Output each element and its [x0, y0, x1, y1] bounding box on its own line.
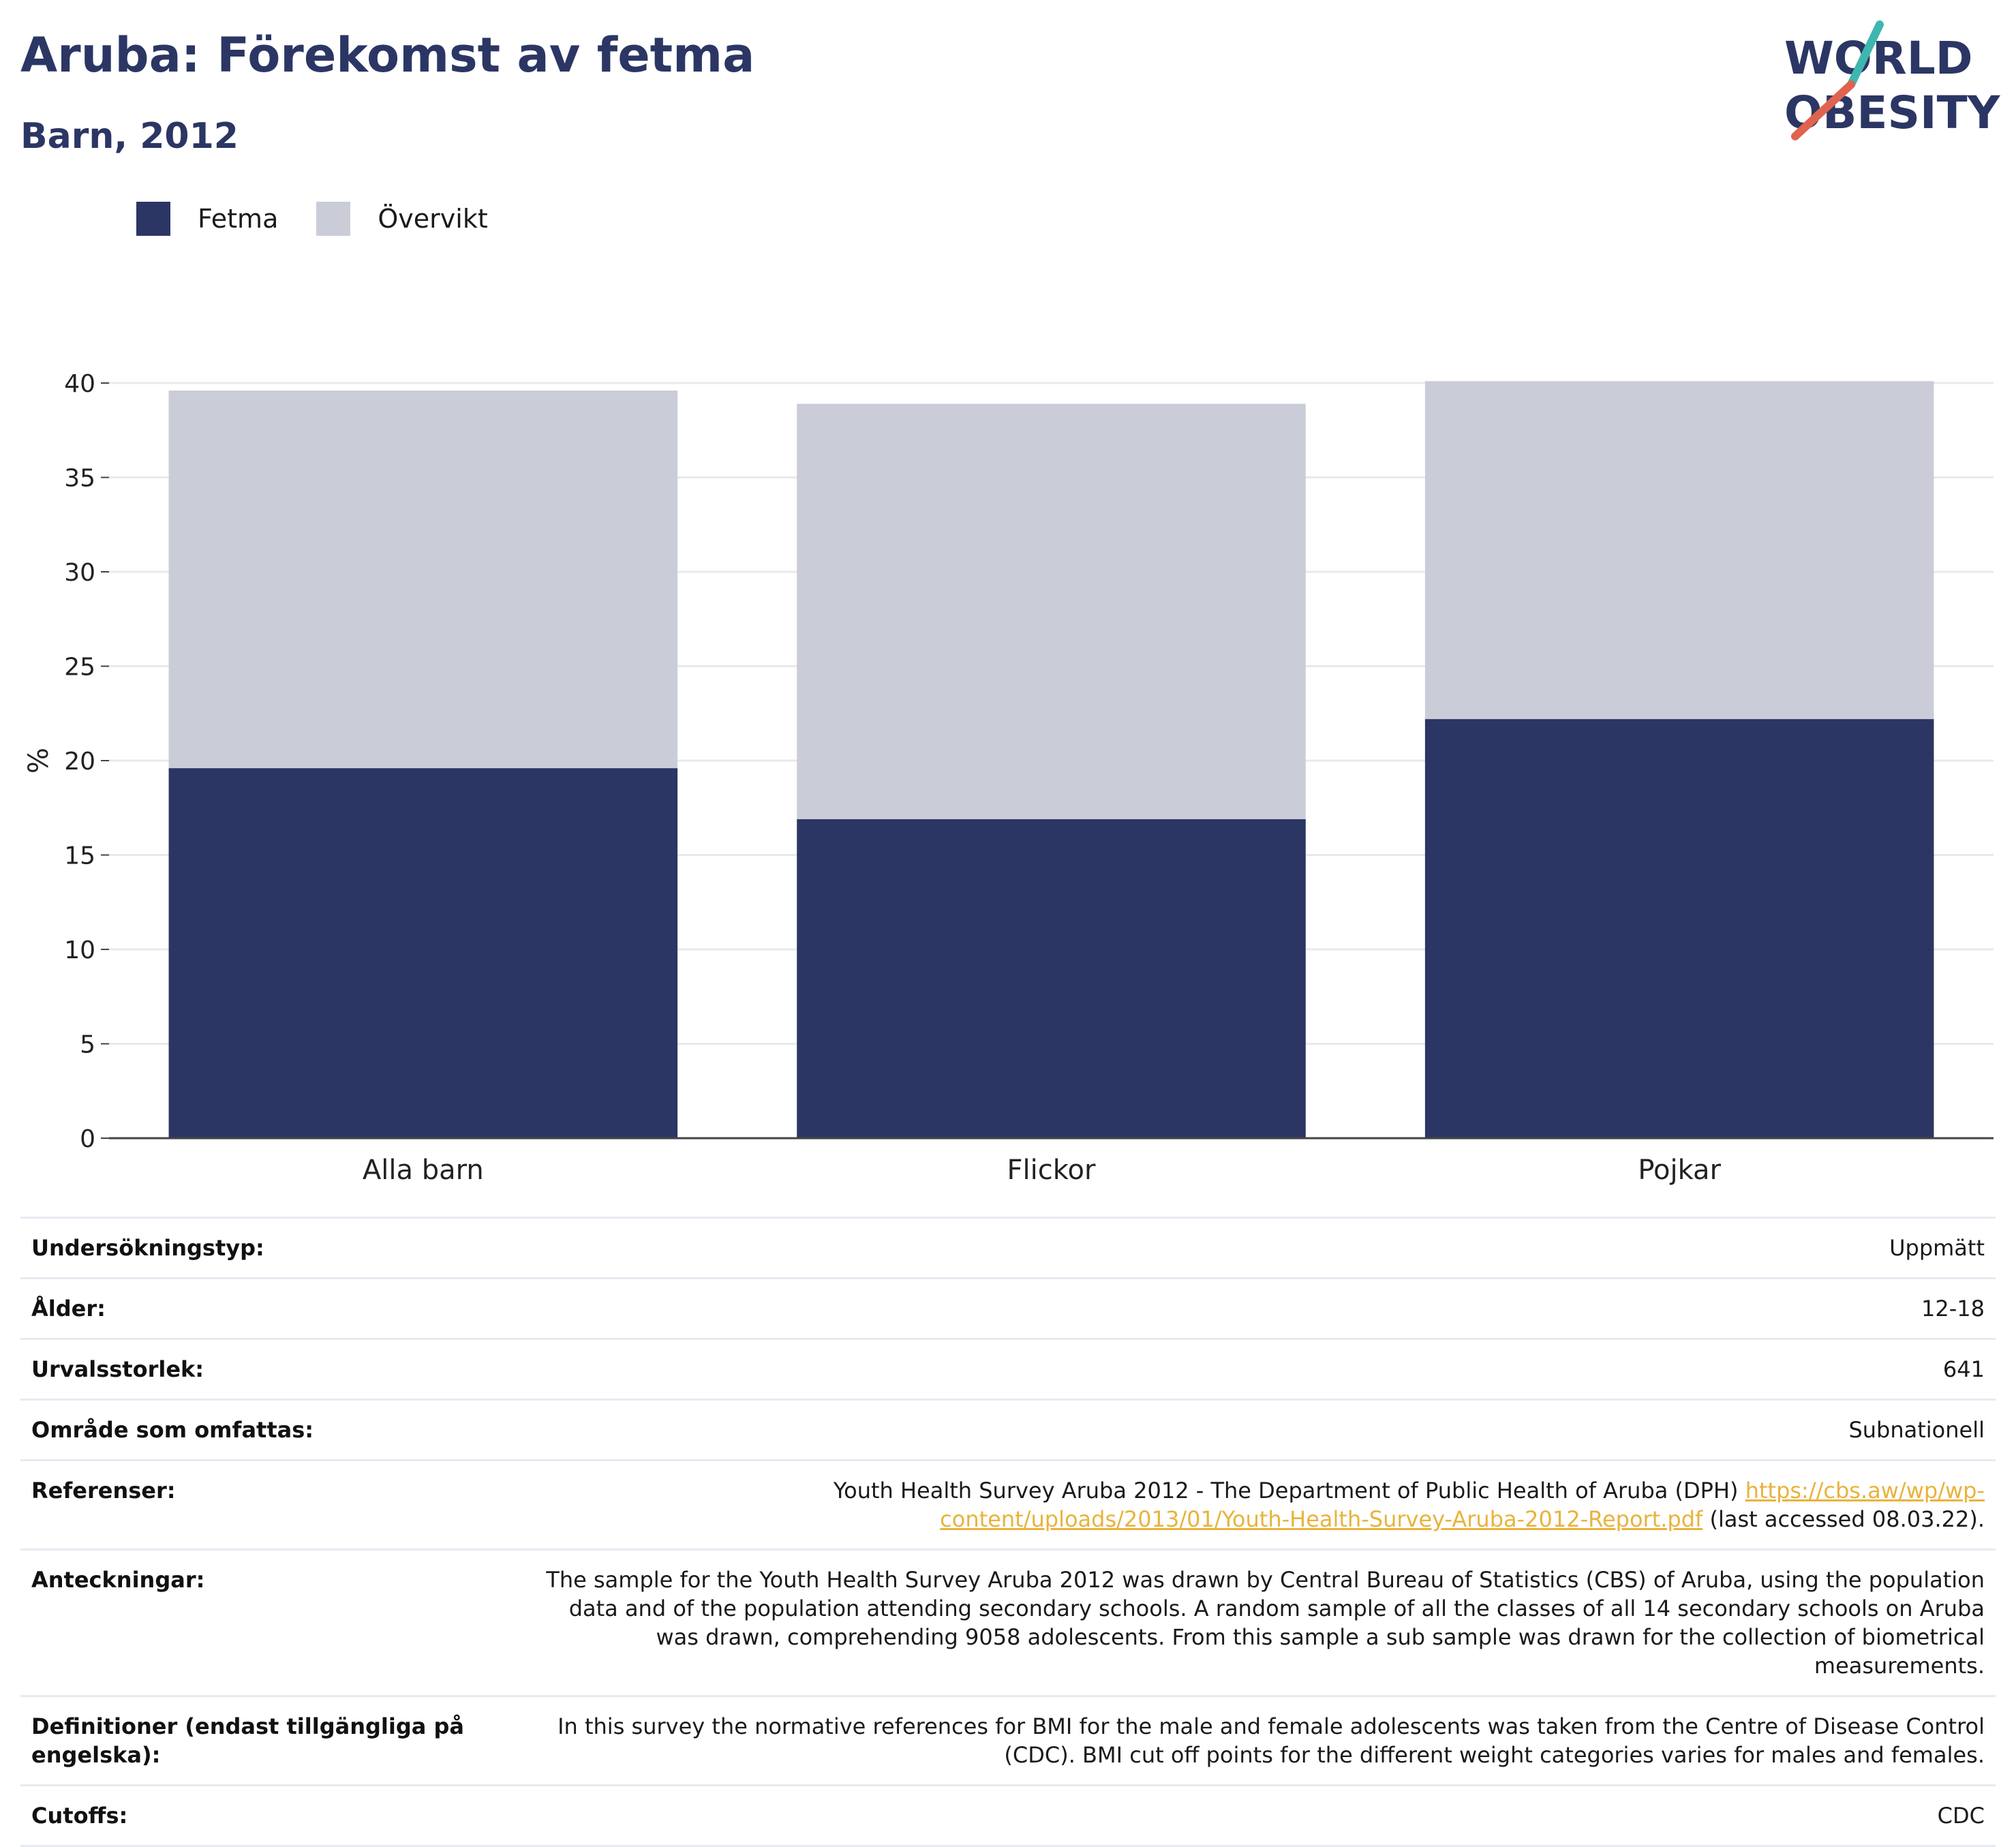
y-tick-label-30: 30 [64, 559, 95, 587]
notes-value: The sample for the Youth Health Survey A… [533, 1548, 1996, 1696]
sample-size-label: Urvalsstorlek: [20, 1338, 533, 1400]
chart-subtitle: Barn, 2012 [20, 116, 239, 157]
logo-slash-teal [1847, 20, 1884, 89]
y-tick-label-10: 10 [64, 936, 95, 964]
cutoffs-label: Cutoffs: [20, 1784, 533, 1847]
details-row-cutoffs: Cutoffs: CDC [20, 1784, 1996, 1847]
age-label: Ålder: [20, 1277, 533, 1339]
bar-fetma-0 [168, 768, 678, 1138]
y-tick-label-15: 15 [64, 842, 95, 870]
survey-type-label: Undersökningstyp: [20, 1217, 533, 1279]
references-link[interactable]: https://cbs.aw/wp/wp-content/uploads/201… [940, 1478, 1985, 1532]
cutoffs-value: CDC [533, 1784, 1996, 1847]
x-tick-label-1: Flickor [1007, 1155, 1096, 1186]
details-row-references: Referenser: Youth Health Survey Aruba 20… [20, 1459, 1996, 1550]
bar-fetma-1 [797, 819, 1306, 1138]
notes-label: Anteckningar: [20, 1548, 533, 1696]
logo-slash-red [1791, 80, 1855, 140]
details-row-age: Ålder: 12-18 [20, 1277, 1996, 1339]
x-tick-label-2: Pojkar [1638, 1155, 1721, 1186]
details-row-definitions: Definitioner (endast tillgängliga på eng… [20, 1695, 1996, 1786]
y-axis-label: % [23, 748, 55, 774]
age-value: 12-18 [533, 1277, 1996, 1339]
sample-size-value: 641 [533, 1338, 1996, 1400]
legend-swatch-overvikt [316, 202, 351, 236]
survey-type-value: Uppmätt [533, 1217, 1996, 1279]
chart-title: Aruba: Förekomst av fetma [20, 27, 755, 83]
references-value: Youth Health Survey Aruba 2012 - The Dep… [533, 1459, 1996, 1550]
details-row-notes: Anteckningar: The sample for the Youth H… [20, 1548, 1996, 1696]
logo-line1: WORLD [1784, 32, 1973, 85]
bar--vervikt-2 [1424, 381, 1934, 720]
y-tick-label-40: 40 [64, 370, 95, 398]
survey-details-table: Undersökningstyp: Uppmätt Ålder: 12-18 U… [20, 1217, 1996, 1847]
bar--vervikt-1 [797, 403, 1306, 819]
area-value: Subnationell [533, 1399, 1996, 1461]
y-tick-label-0: 0 [80, 1125, 95, 1153]
definitions-value: In this survey the normative references … [533, 1695, 1996, 1786]
details-row-area: Område som omfattas: Subnationell [20, 1399, 1996, 1461]
world-obesity-logo: WORLD OBESITY [1784, 20, 2001, 140]
references-suffix: (last accessed 08.03.22). [1709, 1506, 1985, 1532]
bar-chart: 0 5 10 15 20 25 30 35 40% Alla barn Flickor Pojkar [23, 370, 1994, 1186]
y-tick-label-35: 35 [64, 465, 95, 493]
legend-swatch-fetma [136, 202, 170, 236]
bar--vervikt-0 [168, 391, 678, 769]
details-row-sample-size: Urvalsstorlek: 641 [20, 1338, 1996, 1400]
legend-label-overvikt: Övervikt [378, 204, 488, 234]
legend-item-fetma[interactable]: Fetma [136, 202, 278, 236]
chart-legend: Fetma Övervikt [136, 202, 526, 236]
y-tick-label-25: 25 [64, 654, 95, 682]
definitions-label: Definitioner (endast tillgängliga på eng… [20, 1695, 533, 1786]
x-tick-label-0: Alla barn [363, 1155, 484, 1186]
details-row-survey-type: Undersökningstyp: Uppmätt [20, 1217, 1996, 1279]
references-label: Referenser: [20, 1459, 533, 1550]
y-tick-label-5: 5 [80, 1031, 95, 1059]
bar-fetma-2 [1424, 719, 1934, 1138]
legend-label-fetma: Fetma [198, 204, 279, 234]
references-text: Youth Health Survey Aruba 2012 - The Dep… [833, 1478, 1739, 1503]
area-label: Område som omfattas: [20, 1399, 533, 1461]
y-tick-label-20: 20 [64, 748, 95, 776]
legend-item-overvikt[interactable]: Övervikt [316, 202, 488, 236]
